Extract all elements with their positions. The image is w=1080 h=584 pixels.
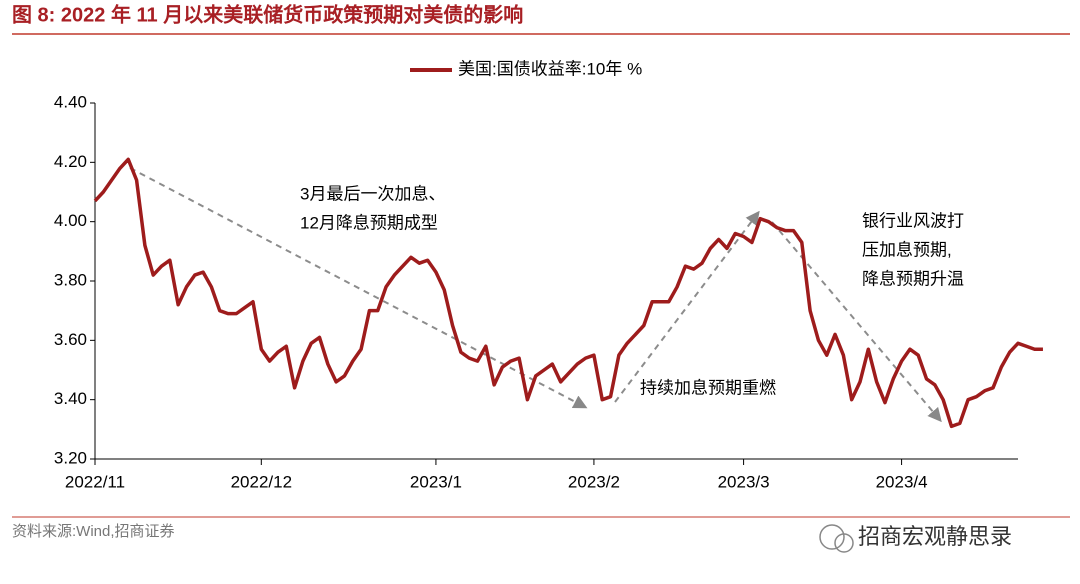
annotation: 持续加息预期重燃 — [640, 378, 776, 397]
x-tick-label: 2023/4 — [876, 472, 928, 491]
y-tick-label: 3.60 — [54, 330, 87, 349]
annotation-arrows — [129, 167, 942, 423]
y-tick-label: 4.20 — [54, 152, 87, 171]
y-tick-label: 4.00 — [54, 211, 87, 230]
watermark: 招商宏观静思录 — [858, 524, 1012, 549]
source: 资料来源:Wind,招商证券 — [12, 523, 175, 540]
x-tick-label: 2023/2 — [568, 472, 620, 491]
x-tick-label: 2022/12 — [231, 472, 292, 491]
y-tick-label: 3.80 — [54, 270, 87, 289]
y-tick-label: 4.40 — [54, 92, 87, 111]
x-tick-label: 2022/11 — [65, 472, 125, 491]
annotation: 银行业风波打 — [862, 211, 964, 230]
legend-label: 美国:国债收益率:10年 % — [458, 59, 642, 78]
x-tick-label: 2023/3 — [718, 472, 770, 491]
watermark-icon — [819, 524, 854, 553]
series-line — [93, 157, 1043, 429]
y-tick-label: 3.20 — [54, 448, 87, 467]
annotation: 降息预期升温 — [862, 269, 964, 288]
annotation: 12月降息预期成型 — [300, 213, 438, 232]
annotation: 3月最后一次加息、 — [300, 184, 445, 203]
x-tick-label: 2023/1 — [410, 472, 462, 491]
chart-title: 图 8: 2022 年 11 月以来美联储货币政策预期对美债的影响 — [12, 2, 523, 26]
annotation: 压加息预期, — [862, 240, 952, 259]
y-tick-label: 3.40 — [54, 389, 87, 408]
